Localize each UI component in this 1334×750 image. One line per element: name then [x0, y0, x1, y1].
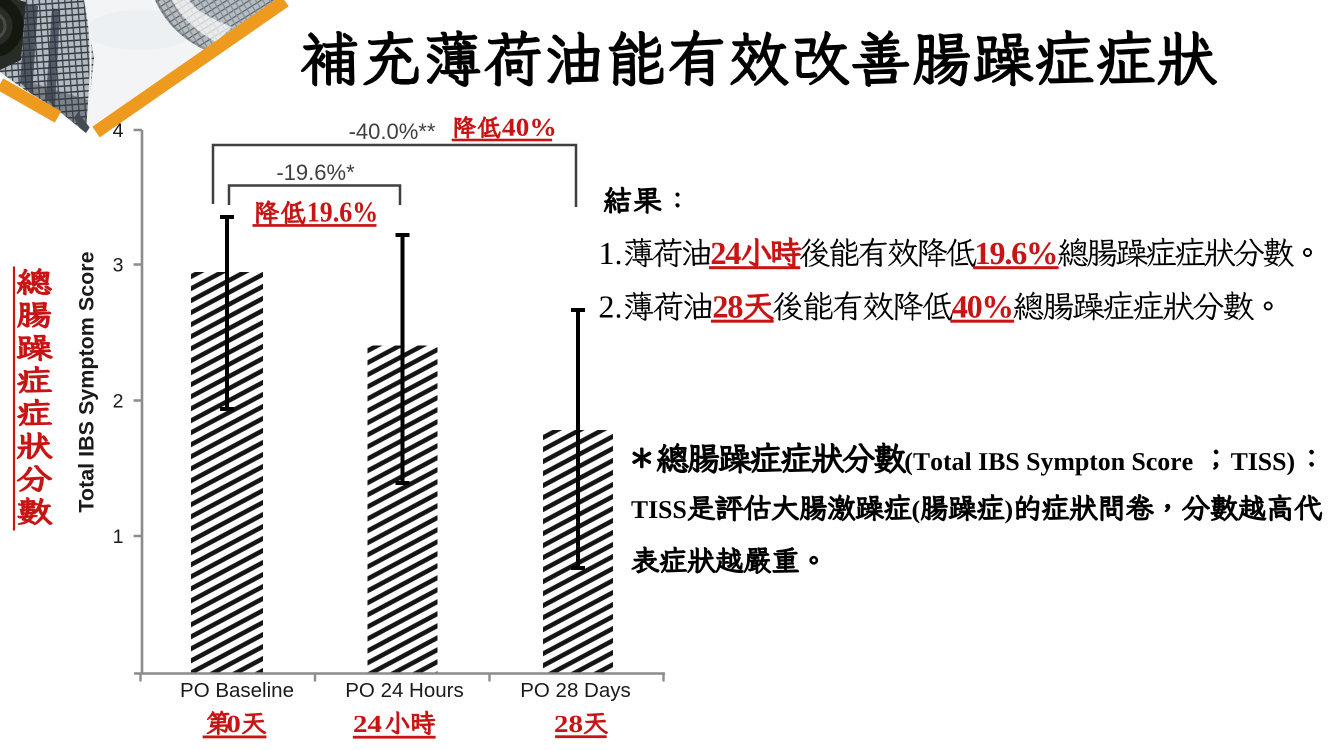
svg-text:-19.6%*: -19.6%* — [276, 160, 355, 185]
svg-text:PO 28 Days: PO 28 Days — [520, 679, 631, 702]
svg-text:2: 2 — [113, 390, 124, 412]
svg-text:4: 4 — [113, 120, 124, 142]
svg-text:1: 1 — [113, 526, 124, 548]
svg-text:PO 24 Hours: PO 24 Hours — [345, 679, 464, 702]
svg-text:PO Baseline: PO Baseline — [180, 679, 294, 702]
svg-text:-40.0%**: -40.0%** — [349, 119, 436, 144]
svg-text:Total IBS Symptom Score: Total IBS Symptom Score — [75, 251, 99, 512]
svg-text:3: 3 — [113, 254, 124, 276]
